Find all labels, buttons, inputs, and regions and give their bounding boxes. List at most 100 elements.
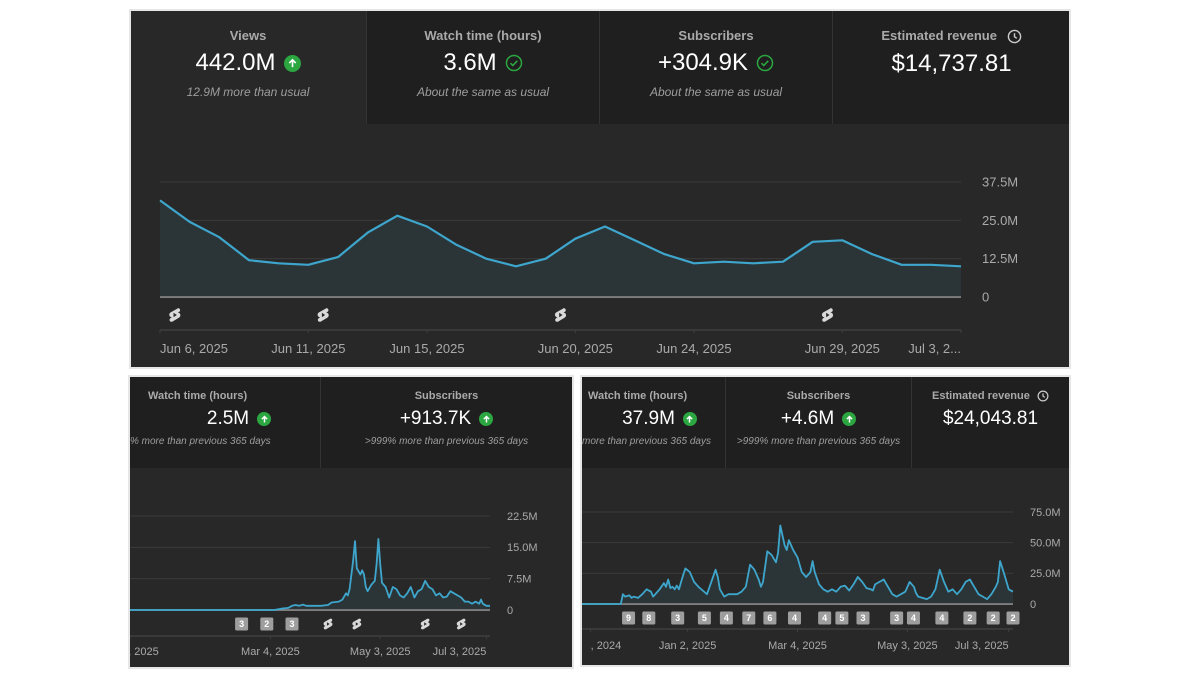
clock-icon[interactable] xyxy=(1037,390,1049,402)
x-tick-label: Jan 2, 2025 xyxy=(130,646,159,658)
metric-card-watch-time[interactable]: Watch time (hours) 3.6M About the same a… xyxy=(366,10,599,124)
bottom-right-metric-cards: Watch time (hours) 37.9M more than previ… xyxy=(582,377,1069,468)
y-tick-label: 0 xyxy=(507,605,513,617)
marker-count-label: 4 xyxy=(792,613,797,623)
x-tick-label: Jun 20, 2025 xyxy=(538,341,613,356)
marker-box xyxy=(818,611,832,625)
x-tick-label: Jul 3, 2... xyxy=(908,341,961,356)
metric-label: Watch time (hours) xyxy=(424,28,542,43)
marker-box xyxy=(622,611,636,625)
upload-count-marker: 3 xyxy=(671,611,685,625)
marker-count-label: 9 xyxy=(626,613,631,623)
x-tick-label: Jan 2, 2025 xyxy=(659,640,717,652)
marker-box xyxy=(856,611,870,625)
marker-count-label: 2 xyxy=(1010,613,1015,623)
x-tick-label: Jun 11, 2025 xyxy=(271,341,345,356)
shorts-icon-play xyxy=(326,622,330,626)
series-line xyxy=(159,199,962,268)
y-tick-label: 0 xyxy=(1030,599,1036,611)
y-tick-label: 25.0M xyxy=(1030,568,1061,580)
marker-count-label: 4 xyxy=(822,613,827,623)
metric-card-watch-time[interactable]: Watch time (hours) 2.5M % more than prev… xyxy=(130,377,320,468)
upload-count-marker: 2 xyxy=(986,611,1000,625)
bottom-left-analytics-panel: Watch time (hours) 2.5M % more than prev… xyxy=(130,377,572,667)
series-area-fill xyxy=(582,525,1013,604)
metric-label: Estimated revenue xyxy=(833,10,1070,44)
marker-box xyxy=(719,611,733,625)
metric-value-text: $14,737.81 xyxy=(891,50,1012,78)
metric-card-subscribers[interactable]: Subscribers +4.6M >999% more than previo… xyxy=(725,377,911,468)
metric-card-watch-time[interactable]: Watch time (hours) 37.9M more than previ… xyxy=(582,377,725,468)
views-chart-365-days[interactable]: 0 7.5M 15.0M 22.5M 3 2 3 Jan 2, 2025 Mar 4, 2025… xyxy=(130,468,572,667)
marker-count-label: 7 xyxy=(746,613,751,623)
marker-box xyxy=(787,611,801,625)
upload-count-marker: 7 xyxy=(742,611,756,625)
metric-value: +304.9K xyxy=(658,49,774,77)
shorts-icon-play xyxy=(460,622,463,626)
marker-count-label: 8 xyxy=(646,613,651,623)
y-tick-label: 15.0M xyxy=(507,542,538,554)
marker-box xyxy=(697,611,711,625)
upload-count-marker: 4 xyxy=(906,611,920,625)
check-circle-icon xyxy=(505,54,523,72)
marker-box xyxy=(835,611,849,625)
x-tick-label: Jun 6, 2025 xyxy=(160,341,228,356)
metric-label: Views xyxy=(229,28,267,43)
marker-box xyxy=(890,611,904,625)
views-chart-lifetime[interactable]: 0 25.0M 50.0M 75.0M 9 8 3 5 4 7 6 4 4 5 3 3 4 4 2 2 2 , 2024 J… xyxy=(582,468,1069,665)
shorts-icon-play xyxy=(424,622,427,626)
arrow-up-circle-icon xyxy=(842,412,857,426)
upload-count-marker: 5 xyxy=(835,611,849,625)
arrow-up-circle-icon xyxy=(682,412,697,426)
marker-count-label: 4 xyxy=(724,613,729,623)
shorts-icon-play xyxy=(321,312,326,318)
x-tick-label: Mar 4, 2025 xyxy=(241,646,300,658)
x-tick-label: Mar 4, 2025 xyxy=(768,640,827,652)
marker-count-label: 2 xyxy=(991,613,996,623)
metric-value: $24,043.81 xyxy=(943,408,1038,430)
marker-box xyxy=(260,617,274,631)
top-metric-cards: Views 442.0M 12.9M more than usual Watch… xyxy=(130,10,1070,124)
metric-value: $14,737.81 xyxy=(891,50,1011,78)
upload-count-marker: 8 xyxy=(642,611,656,625)
upload-count-marker: 4 xyxy=(935,611,949,625)
x-tick-label: May 3, 2025 xyxy=(877,640,938,652)
upload-count-marker: 3 xyxy=(856,611,870,625)
metric-label-text: Estimated revenue xyxy=(881,28,997,43)
metric-card-subscribers[interactable]: Subscribers +913.7K >999% more than prev… xyxy=(320,377,572,468)
metric-card-revenue[interactable]: Estimated revenue $14,737.81 xyxy=(832,10,1070,124)
shorts-icon xyxy=(323,618,333,630)
marker-box xyxy=(906,611,920,625)
metric-label: Estimated revenue xyxy=(912,377,1069,402)
marker-count-label: 2 xyxy=(967,613,972,623)
shorts-icon-play xyxy=(355,622,359,626)
upload-count-marker: 3 xyxy=(285,617,299,631)
metric-label-text: Estimated revenue xyxy=(932,390,1030,402)
marker-box xyxy=(235,617,249,631)
metric-label: Subscribers xyxy=(678,28,754,43)
views-chart-28-days[interactable]: 0 12.5M 25.0M 37.5M Jun 6, 2025 Jun 11, 2025 J… xyxy=(130,124,1070,368)
metric-label: Subscribers xyxy=(414,390,479,402)
bottom-left-metric-cards: Watch time (hours) 2.5M % more than prev… xyxy=(130,377,572,468)
upload-count-marker: 4 xyxy=(787,611,801,625)
series-area-fill xyxy=(130,539,490,610)
metric-card-revenue[interactable]: Estimated revenue $24,043.81 xyxy=(911,377,1069,468)
metric-value: +913.7K xyxy=(400,408,494,430)
marker-count-label: 3 xyxy=(894,613,899,623)
metric-card-views[interactable]: Views 442.0M 12.9M more than usual xyxy=(130,10,366,124)
metric-value: 2.5M xyxy=(179,408,272,430)
marker-count-label: 4 xyxy=(911,613,916,623)
marker-box xyxy=(285,617,299,631)
metric-value-text: +304.9K xyxy=(657,49,749,76)
marker-box xyxy=(963,611,977,625)
clock-icon[interactable] xyxy=(1007,29,1022,44)
metric-card-subscribers[interactable]: Subscribers +304.9K About the same as us… xyxy=(599,10,832,124)
check-circle-icon xyxy=(756,54,774,72)
metric-value-text: 37.9M xyxy=(622,408,675,429)
metric-value: 3.6M xyxy=(443,49,522,77)
marker-count-label: 6 xyxy=(767,613,772,623)
x-tick-label: Jun 29, 2025 xyxy=(805,341,880,356)
y-tick-label: 75.0M xyxy=(1030,507,1061,519)
metric-comparison: >999% more than previous 365 days xyxy=(736,436,901,447)
metric-value-text: +4.6M xyxy=(780,408,835,429)
